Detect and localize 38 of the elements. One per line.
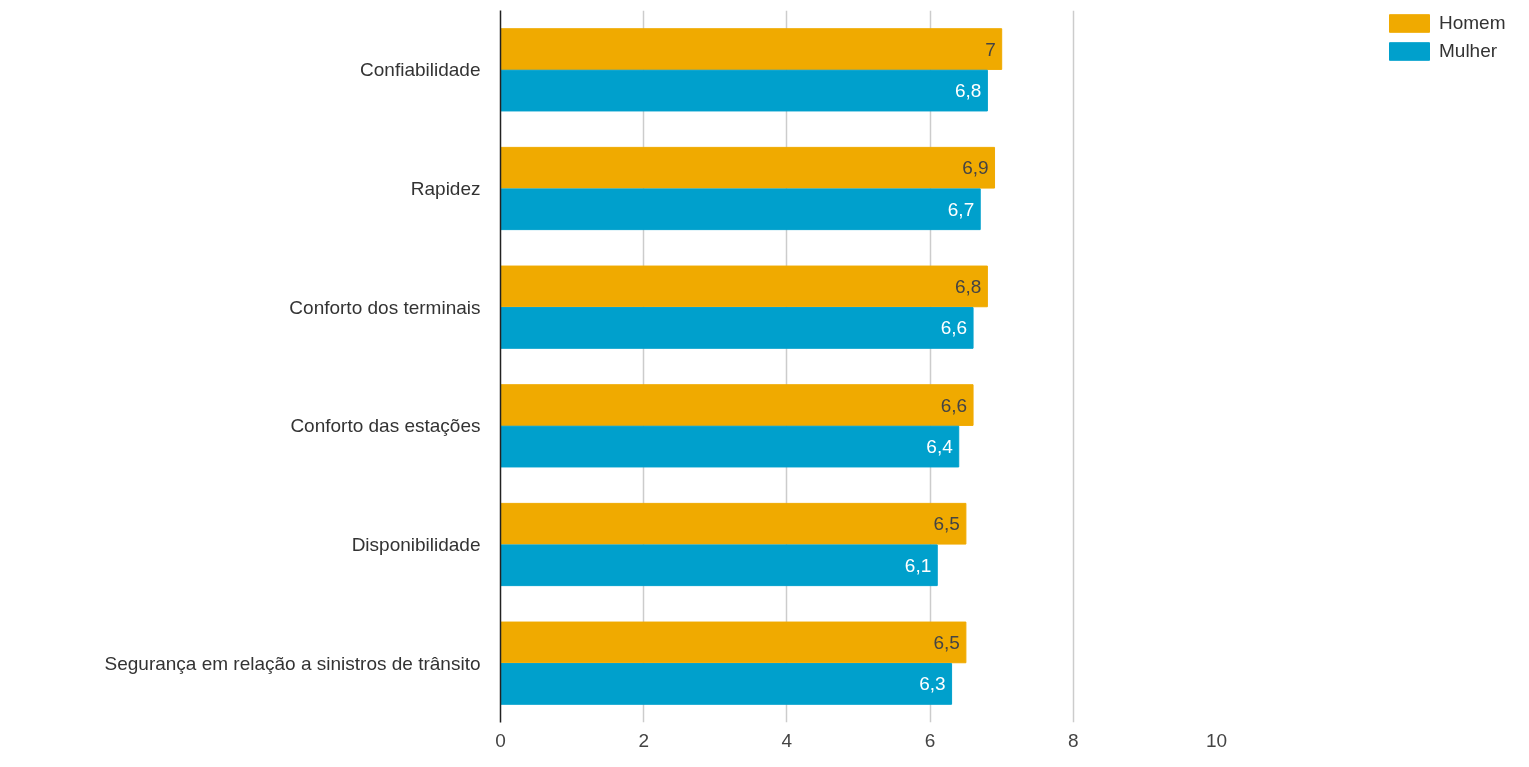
x-tick-label: 0 [495, 729, 506, 751]
x-tick-label: 6 [924, 729, 936, 751]
bar [500, 188, 981, 231]
bar [500, 384, 974, 426]
bar [500, 307, 974, 349]
data-label: 6,6 [940, 394, 968, 416]
data-label: 6,3 [919, 673, 946, 695]
data-label: 7 [985, 38, 996, 60]
data-label: 6,7 [947, 198, 975, 220]
bar [500, 544, 938, 587]
data-label: 6,5 [933, 631, 960, 653]
y-tick-label: Confiabilidade [360, 59, 481, 81]
data-label: 6,5 [933, 513, 960, 535]
y-tick-label: Conforto dos terminais [289, 296, 481, 318]
bar [500, 69, 988, 112]
x-tick-label: 8 [1068, 729, 1079, 751]
legend-label: Mulher [1439, 40, 1498, 62]
bar [500, 663, 953, 705]
data-label: 6,4 [926, 436, 954, 458]
bar [500, 502, 967, 545]
bar [500, 425, 960, 468]
y-tick-label: Disponibilidade [351, 534, 481, 555]
x-tick-label: 4 [781, 729, 793, 751]
y-tick-label: Segurança em relação a sinistros de trânsito [104, 652, 481, 674]
bar [500, 621, 967, 664]
x-tick-label: 2 [638, 729, 649, 751]
x-tick-label: 10 [1205, 729, 1228, 751]
y-tick-label: Rapidez [410, 178, 481, 199]
data-label: 6,8 [954, 80, 982, 102]
data-label: 6,8 [954, 275, 982, 297]
bar [500, 28, 1003, 70]
data-label: 6,6 [940, 317, 968, 339]
y-tick-label: Conforto das estações [290, 415, 481, 437]
legend-label: Homem [1439, 12, 1506, 34]
data-label: 6,1 [904, 554, 932, 576]
data-label: 6,9 [962, 157, 989, 179]
bar [500, 146, 996, 189]
bar [500, 265, 988, 308]
